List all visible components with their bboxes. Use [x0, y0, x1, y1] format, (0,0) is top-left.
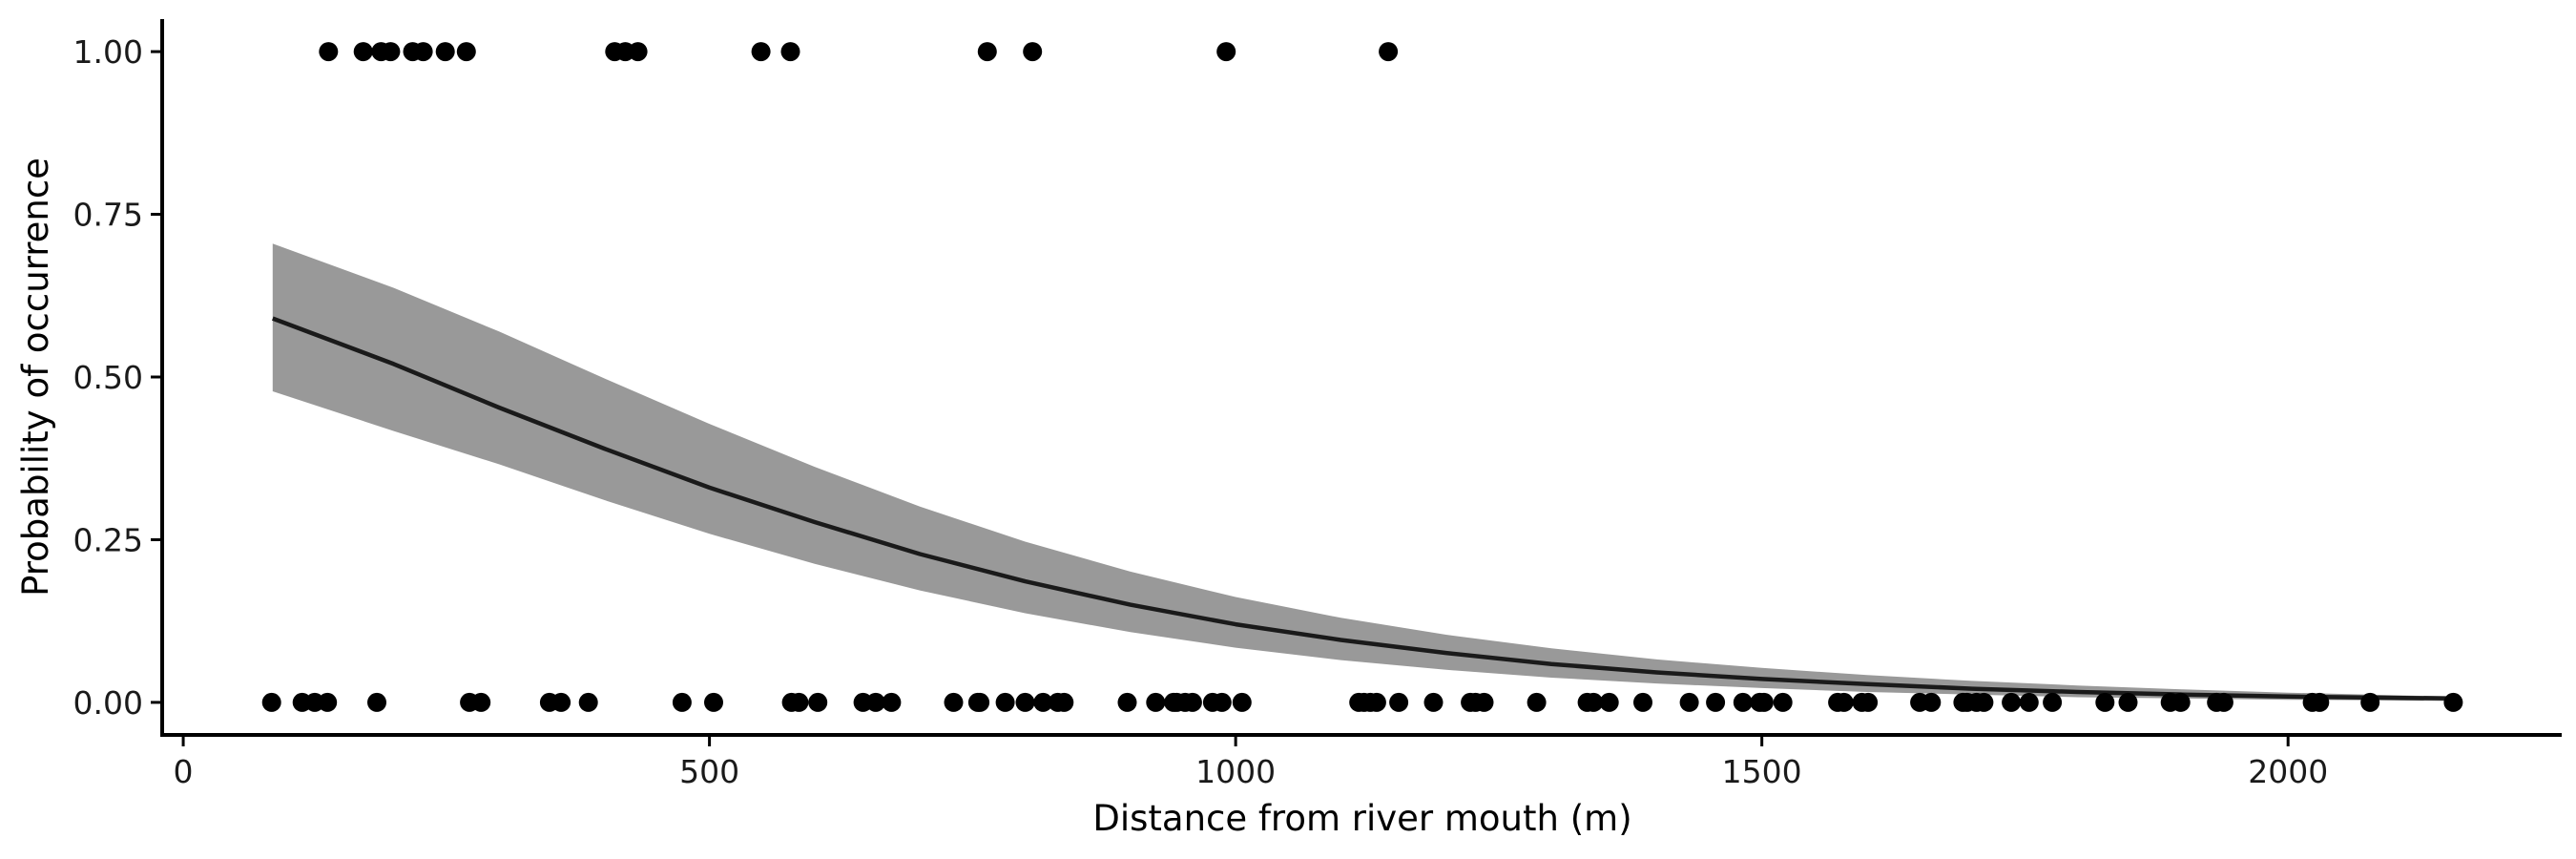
absence-point: [551, 692, 571, 712]
presence-point: [353, 42, 373, 62]
absence-point: [1474, 692, 1494, 712]
absence-point: [2043, 692, 2063, 712]
absence-point: [1859, 692, 1879, 712]
presence-point: [751, 42, 771, 62]
absence-point: [2310, 692, 2330, 712]
absence-point: [318, 692, 338, 712]
absence-point: [1773, 692, 1793, 712]
y-axis: 0.00 0.25 0.50 0.75 1.00: [73, 19, 164, 737]
absence-point: [1117, 692, 1137, 712]
absence-point: [1706, 692, 1726, 712]
presence-point: [435, 42, 455, 62]
y-tick-label: 0.25: [73, 521, 143, 558]
y-axis-title: Probability of occurrence: [15, 157, 56, 597]
absence-point: [1754, 692, 1774, 712]
presence-point: [456, 42, 476, 62]
absence-point: [1182, 692, 1202, 712]
y-tick-label: 0.50: [73, 359, 143, 396]
presence-point: [381, 42, 401, 62]
absence-point: [1922, 692, 1942, 712]
absence-point: [1232, 692, 1252, 712]
absence-point: [2213, 692, 2233, 712]
absence-point: [1584, 692, 1604, 712]
absence-point: [471, 692, 491, 712]
absence-point: [789, 692, 809, 712]
absence-point: [1599, 692, 1619, 712]
absence-point: [261, 692, 281, 712]
absence-point: [672, 692, 692, 712]
absence-point: [1146, 692, 1166, 712]
absence-point: [2360, 692, 2380, 712]
x-tick-label: 500: [679, 753, 739, 790]
absence-point: [1366, 692, 1386, 712]
absence-point: [882, 692, 902, 712]
absence-point: [808, 692, 828, 712]
absence-point: [1389, 692, 1409, 712]
absence-point: [1015, 692, 1035, 712]
presence-point: [1379, 42, 1399, 62]
absence-point: [995, 692, 1015, 712]
absence-point: [1054, 692, 1074, 712]
observation-points: [261, 42, 2463, 712]
absence-point: [2443, 692, 2463, 712]
absence-point: [1212, 692, 1232, 712]
presence-point: [628, 42, 648, 62]
x-tick-label: 0: [174, 753, 194, 790]
y-tick-label: 1.00: [73, 33, 143, 71]
y-tick-label: 0.00: [73, 684, 143, 722]
x-axis-title: Distance from river mouth (m): [1092, 798, 1631, 839]
confidence-band: [272, 243, 2457, 702]
absence-point: [865, 692, 885, 712]
absence-point: [1423, 692, 1444, 712]
absence-point: [2002, 692, 2022, 712]
absence-point: [367, 692, 386, 712]
presence-point: [319, 42, 339, 62]
absence-point: [1527, 692, 1547, 712]
presence-point: [977, 42, 997, 62]
absence-point: [1633, 692, 1652, 712]
x-tick-label: 1000: [1195, 753, 1276, 790]
x-tick-label: 2000: [2248, 753, 2328, 790]
absence-point: [2171, 692, 2191, 712]
absence-point: [1834, 692, 1854, 712]
presence-point: [1023, 42, 1043, 62]
x-axis: 0 500 1000 1500 2000: [160, 733, 2562, 790]
absence-point: [1733, 692, 1753, 712]
presence-point: [1216, 42, 1236, 62]
absence-point: [1679, 692, 1699, 712]
absence-point: [1974, 692, 1994, 712]
x-tick-label: 1500: [1722, 753, 1802, 790]
absence-point: [970, 692, 990, 712]
absence-point: [1033, 692, 1053, 712]
presence-point: [413, 42, 433, 62]
absence-point: [944, 692, 964, 712]
absence-point: [578, 692, 598, 712]
absence-point: [704, 692, 723, 712]
absence-point: [2118, 692, 2138, 712]
fitted-curve: [272, 316, 2457, 702]
y-tick-label: 0.75: [73, 197, 143, 234]
absence-point: [2095, 692, 2115, 712]
presence-point: [780, 42, 800, 62]
absence-point: [2019, 692, 2039, 712]
